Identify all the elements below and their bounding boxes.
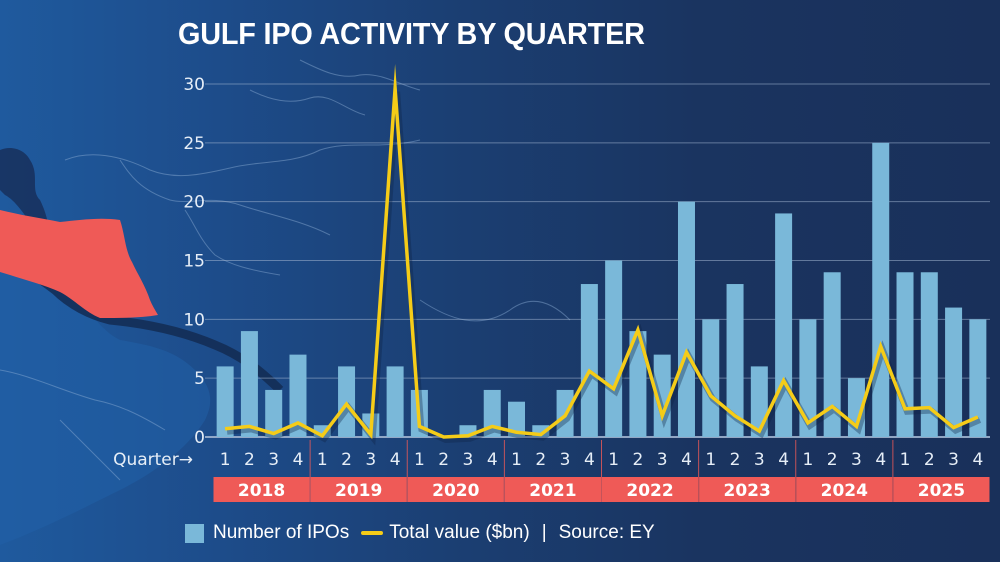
legend-line-label: Total value ($bn) bbox=[389, 522, 530, 543]
x-tick-label: 4 bbox=[875, 450, 886, 470]
bar bbox=[289, 354, 307, 437]
caspian-sea-shape bbox=[0, 148, 49, 235]
bar bbox=[726, 284, 744, 437]
bar bbox=[702, 319, 720, 437]
bar bbox=[508, 401, 526, 437]
legend: Number of IPOs Total value ($bn) | Sourc… bbox=[185, 520, 655, 546]
x-tick-label: 3 bbox=[365, 450, 376, 470]
year-label: 2021 bbox=[529, 481, 576, 501]
x-tick-label: 1 bbox=[705, 450, 716, 470]
x-tick-label: 4 bbox=[972, 450, 983, 470]
bar bbox=[313, 425, 331, 437]
x-tick-label: 3 bbox=[657, 450, 668, 470]
bar bbox=[532, 425, 550, 437]
y-tick-label: 20 bbox=[183, 193, 205, 213]
bar bbox=[216, 366, 234, 437]
legend-line-swatch bbox=[361, 531, 384, 535]
bar bbox=[677, 201, 695, 437]
x-tick-label: 1 bbox=[414, 450, 425, 470]
x-tick-label: 4 bbox=[293, 450, 304, 470]
x-axis-title: Quarter→ bbox=[113, 450, 193, 470]
y-tick-label: 30 bbox=[183, 75, 205, 95]
x-tick-label: 2 bbox=[633, 450, 644, 470]
year-band bbox=[504, 477, 601, 502]
bar bbox=[872, 142, 890, 438]
bar bbox=[823, 272, 841, 437]
year-label: 2022 bbox=[626, 481, 673, 501]
bar bbox=[483, 389, 501, 437]
year-label: 2024 bbox=[821, 481, 868, 501]
y-axis-ticks: 0 5 10 15 20 25 30 bbox=[183, 75, 205, 448]
year-label: 2020 bbox=[432, 481, 479, 501]
x-tick-label: 3 bbox=[560, 450, 571, 470]
x-tick-label: 4 bbox=[778, 450, 789, 470]
x-tick-label: 4 bbox=[390, 450, 401, 470]
x-tick-label: 2 bbox=[244, 450, 255, 470]
line-series-total-value bbox=[224, 64, 979, 440]
legend-bar-label: Number of IPOs bbox=[213, 522, 350, 543]
bar bbox=[969, 319, 987, 437]
bar bbox=[386, 366, 404, 437]
x-tick-label: 2 bbox=[827, 450, 838, 470]
y-tick-label: 10 bbox=[183, 310, 205, 330]
x-tick-label: 3 bbox=[754, 450, 765, 470]
x-tick-label: 1 bbox=[220, 450, 231, 470]
x-tick-label: 2 bbox=[341, 450, 352, 470]
bar bbox=[920, 272, 938, 437]
legend-source: Source: EY bbox=[558, 522, 655, 543]
x-tick-label: 3 bbox=[851, 450, 862, 470]
bar bbox=[653, 354, 671, 437]
year-band bbox=[699, 477, 796, 502]
x-tick-label: 1 bbox=[511, 450, 522, 470]
x-tick-label: 1 bbox=[802, 450, 813, 470]
bar bbox=[605, 260, 623, 437]
year-band bbox=[893, 477, 990, 502]
y-tick-label: 25 bbox=[183, 134, 205, 154]
x-tick-label: 1 bbox=[900, 450, 911, 470]
year-band bbox=[213, 477, 310, 502]
x-tick-label: 1 bbox=[608, 450, 619, 470]
x-axis: Quarter→ 1 2 3 4 1 2 3 4 1 2 3 4 1 2 3 4 1 2 3 4 1 2 3 4 1 2 3 4 1 2 3 4… bbox=[113, 440, 990, 502]
year-band bbox=[407, 477, 504, 502]
x-tick-label: 3 bbox=[268, 450, 279, 470]
year-band bbox=[796, 477, 893, 502]
x-tick-label: 2 bbox=[730, 450, 741, 470]
bar bbox=[459, 425, 477, 437]
x-tick-label: 2 bbox=[438, 450, 449, 470]
x-tick-label: 1 bbox=[317, 450, 328, 470]
bar bbox=[580, 284, 598, 437]
bar bbox=[799, 319, 817, 437]
bar bbox=[629, 331, 647, 437]
bar bbox=[775, 213, 793, 437]
y-tick-label: 15 bbox=[183, 252, 205, 272]
x-tick-label: 2 bbox=[924, 450, 935, 470]
x-tick-label: 3 bbox=[948, 450, 959, 470]
chart-title: GULF IPO ACTIVITY BY QUARTER bbox=[178, 16, 645, 51]
line-total-value bbox=[224, 64, 982, 446]
legend-separator: | bbox=[541, 522, 547, 543]
year-band bbox=[602, 477, 699, 502]
x-tick-label: 4 bbox=[487, 450, 498, 470]
x-tick-label: 4 bbox=[681, 450, 692, 470]
year-label: 2023 bbox=[724, 481, 771, 501]
year-label: 2018 bbox=[238, 481, 285, 501]
y-tick-label: 0 bbox=[194, 428, 205, 448]
legend-bar-swatch bbox=[185, 523, 204, 543]
year-label: 2025 bbox=[918, 481, 965, 501]
x-tick-label: 2 bbox=[535, 450, 546, 470]
x-tick-label: 3 bbox=[463, 450, 474, 470]
bar bbox=[240, 331, 258, 437]
year-label: 2019 bbox=[335, 481, 382, 501]
bar bbox=[945, 307, 963, 437]
bar bbox=[265, 389, 283, 437]
arabian-peninsula-shape bbox=[0, 270, 211, 545]
bars-number-of-ipos bbox=[216, 142, 987, 438]
year-band bbox=[310, 477, 407, 502]
y-tick-label: 5 bbox=[194, 369, 205, 389]
highlighted-country-shape bbox=[0, 210, 158, 318]
x-tick-label: 4 bbox=[584, 450, 595, 470]
